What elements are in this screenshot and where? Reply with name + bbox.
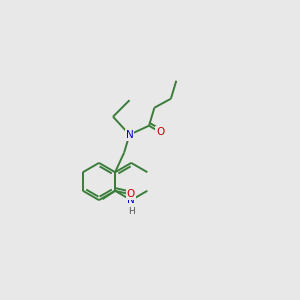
Text: H: H xyxy=(128,207,135,216)
Text: O: O xyxy=(156,127,164,137)
Text: N: N xyxy=(126,130,134,140)
Text: N: N xyxy=(127,195,135,205)
Text: O: O xyxy=(127,189,135,200)
